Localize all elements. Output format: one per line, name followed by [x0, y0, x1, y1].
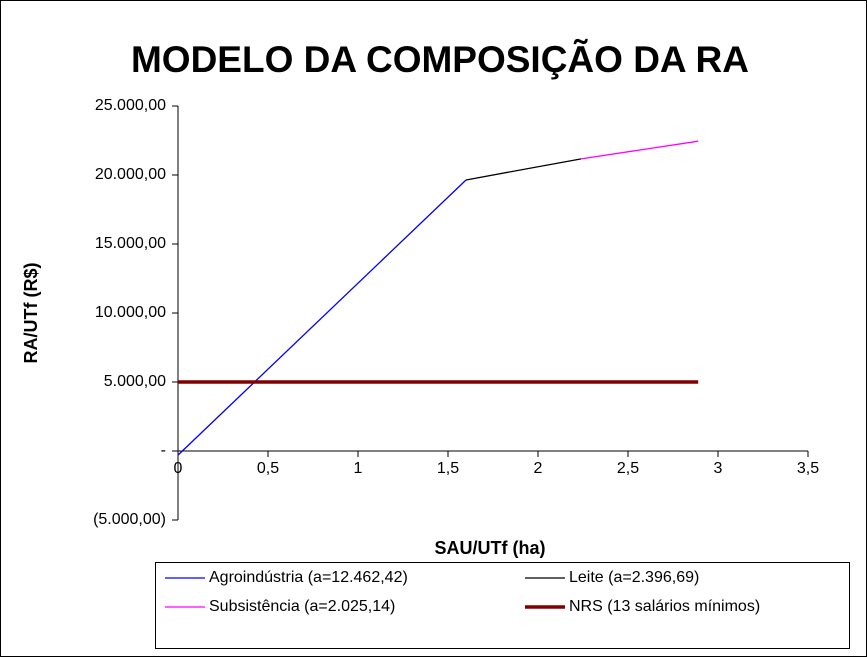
y-axis-label: RA/UTf (R$) [21, 263, 41, 364]
series-line [177, 179, 467, 456]
y-tick-label: (5.000,00) [93, 511, 166, 528]
legend-label: Subsistência (a=2.025,14) [209, 598, 395, 615]
x-tick-label: 2 [534, 460, 543, 477]
x-tick-label: 3,5 [797, 460, 819, 477]
y-tick-label: - [161, 442, 166, 459]
y-tick-label: 15.000,00 [95, 235, 166, 252]
series-line [581, 140, 699, 160]
x-tick-label: 3 [714, 460, 723, 477]
chart-title: MODELO DA COMPOSIÇÃO DA RA [131, 38, 749, 80]
legend [155, 562, 850, 649]
x-tick-label: 2,5 [617, 460, 639, 477]
y-tick-label: 5.000,00 [104, 373, 166, 390]
legend-label: Leite (a=2.396,69) [569, 569, 699, 586]
legend-label: NRS (13 salários mínimos) [569, 598, 760, 615]
x-tick-label: 0,5 [257, 460, 279, 477]
y-tick-label: 25.000,00 [95, 97, 166, 114]
series-line [465, 158, 582, 181]
x-axis-label: SAU/UTf (ha) [435, 538, 546, 558]
legend-label: Agroindústria (a=12.462,42) [209, 569, 408, 586]
x-tick-label: 1 [354, 460, 363, 477]
x-tick-label: 1,5 [437, 460, 459, 477]
y-tick-label: 20.000,00 [95, 166, 166, 183]
y-tick-label: 10.000,00 [95, 304, 166, 321]
x-tick-label: 0 [174, 460, 183, 477]
